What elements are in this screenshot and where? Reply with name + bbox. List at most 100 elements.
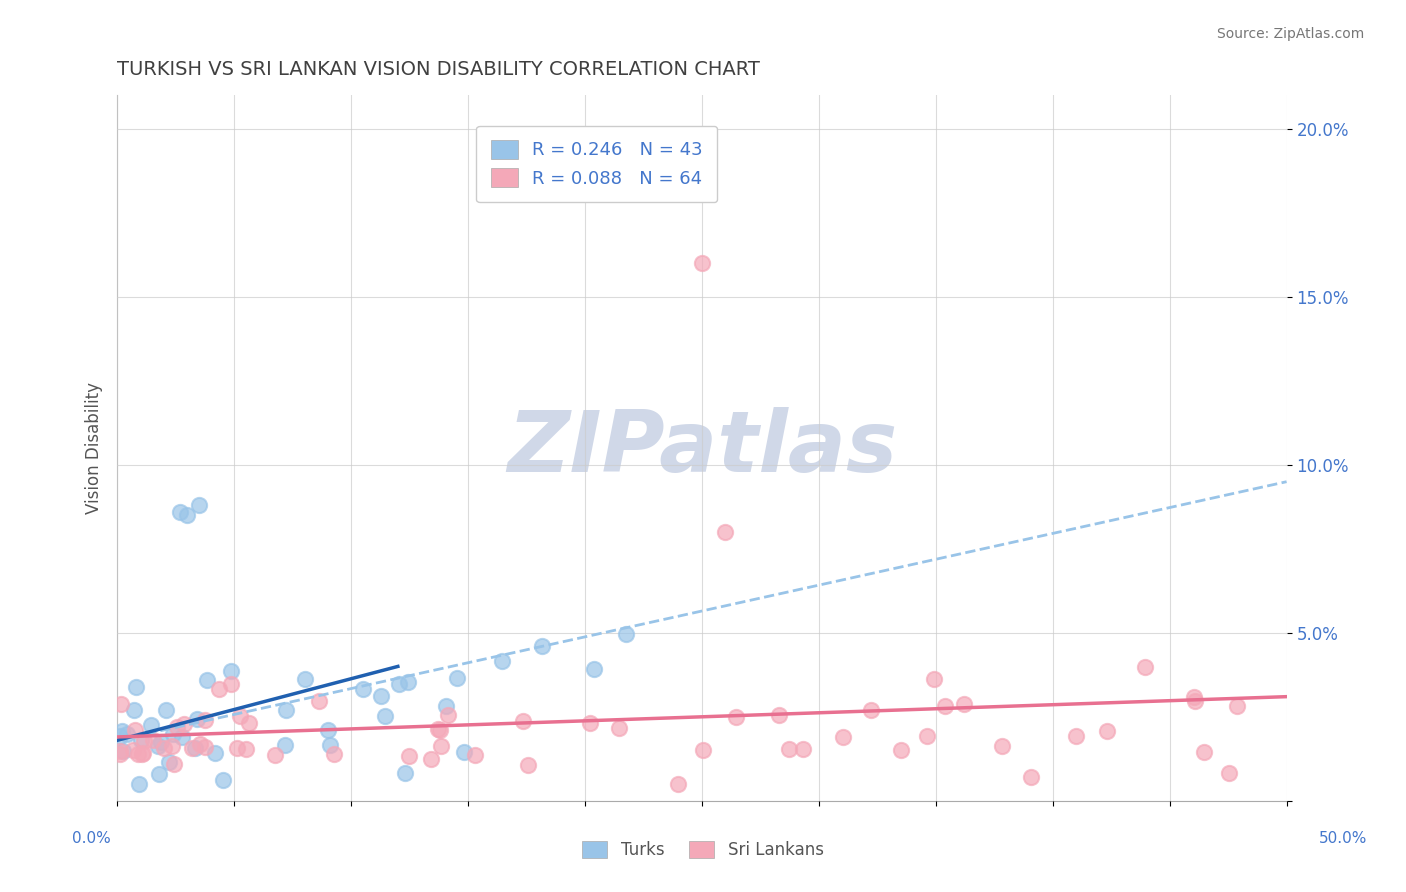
Point: [146, 739, 169, 753]
Point: [512, 714, 534, 728]
Point: [274, 738, 297, 752]
Point: [148, 766, 170, 780]
Point: [188, 498, 211, 512]
Point: [860, 703, 883, 717]
Point: [890, 743, 912, 757]
Point: [1192, 745, 1215, 759]
Point: [582, 662, 605, 676]
Point: [724, 710, 747, 724]
Point: [453, 745, 475, 759]
Point: [323, 747, 346, 761]
Text: 0.0%: 0.0%: [72, 831, 111, 846]
Point: [169, 505, 191, 519]
Point: [219, 677, 242, 691]
Point: [430, 739, 453, 754]
Point: [614, 627, 637, 641]
Point: [176, 508, 198, 523]
Point: [188, 738, 211, 752]
Point: [108, 743, 131, 757]
Point: [374, 709, 396, 723]
Point: [1184, 694, 1206, 708]
Point: [128, 777, 150, 791]
Point: [394, 765, 416, 780]
Point: [170, 730, 193, 744]
Point: [238, 716, 260, 731]
Point: [124, 680, 146, 694]
Point: [110, 697, 132, 711]
Point: [922, 672, 945, 686]
Point: [157, 756, 180, 770]
Point: [141, 732, 163, 747]
Point: [221, 664, 243, 678]
Point: [195, 673, 218, 687]
Point: [1095, 724, 1118, 739]
Point: [181, 741, 204, 756]
Point: [153, 741, 176, 756]
Text: ZIPatlas: ZIPatlas: [506, 407, 897, 490]
Point: [208, 681, 231, 696]
Point: [692, 742, 714, 756]
Point: [427, 722, 450, 736]
Point: [1182, 690, 1205, 704]
Text: Source: ZipAtlas.com: Source: ZipAtlas.com: [1216, 27, 1364, 41]
Point: [768, 708, 790, 723]
Point: [111, 724, 134, 739]
Point: [160, 739, 183, 753]
Point: [352, 681, 374, 696]
Point: [792, 741, 814, 756]
Y-axis label: Vision Disability: Vision Disability: [86, 382, 103, 514]
Point: [108, 747, 131, 762]
Text: TURKISH VS SRI LANKAN VISION DISABILITY CORRELATION CHART: TURKISH VS SRI LANKAN VISION DISABILITY …: [117, 60, 761, 78]
Point: [831, 730, 853, 744]
Point: [131, 747, 153, 761]
Point: [193, 713, 215, 727]
Point: [370, 690, 392, 704]
Point: [952, 697, 974, 711]
Point: [184, 740, 207, 755]
Point: [437, 708, 460, 723]
Point: [991, 739, 1014, 753]
Point: [150, 735, 173, 749]
Point: [530, 640, 553, 654]
Point: [419, 752, 441, 766]
Point: [173, 717, 195, 731]
Point: [139, 718, 162, 732]
Point: [308, 694, 330, 708]
Point: [129, 733, 152, 747]
Point: [491, 654, 513, 668]
Point: [235, 742, 257, 756]
Point: [396, 675, 419, 690]
Point: [714, 524, 737, 539]
Point: [122, 703, 145, 717]
Point: [263, 748, 285, 763]
Point: [778, 742, 800, 756]
Point: [108, 729, 131, 743]
Point: [162, 727, 184, 741]
Point: [163, 757, 186, 772]
Text: 50.0%: 50.0%: [1319, 831, 1367, 846]
Point: [166, 720, 188, 734]
Point: [434, 698, 457, 713]
Point: [607, 721, 630, 735]
Point: [115, 726, 138, 740]
Point: [579, 715, 602, 730]
Point: [446, 671, 468, 685]
Point: [398, 748, 420, 763]
Point: [1019, 770, 1042, 784]
Point: [690, 256, 713, 270]
Point: [1226, 698, 1249, 713]
Point: [229, 709, 252, 723]
Point: [226, 741, 249, 756]
Point: [666, 777, 689, 791]
Point: [1218, 765, 1240, 780]
Point: [124, 723, 146, 738]
Point: [319, 738, 342, 752]
Point: [316, 723, 339, 737]
Point: [212, 772, 235, 787]
Point: [155, 703, 177, 717]
Point: [127, 747, 149, 762]
Point: [186, 712, 208, 726]
Point: [388, 677, 411, 691]
Point: [134, 734, 156, 748]
Point: [934, 699, 956, 714]
